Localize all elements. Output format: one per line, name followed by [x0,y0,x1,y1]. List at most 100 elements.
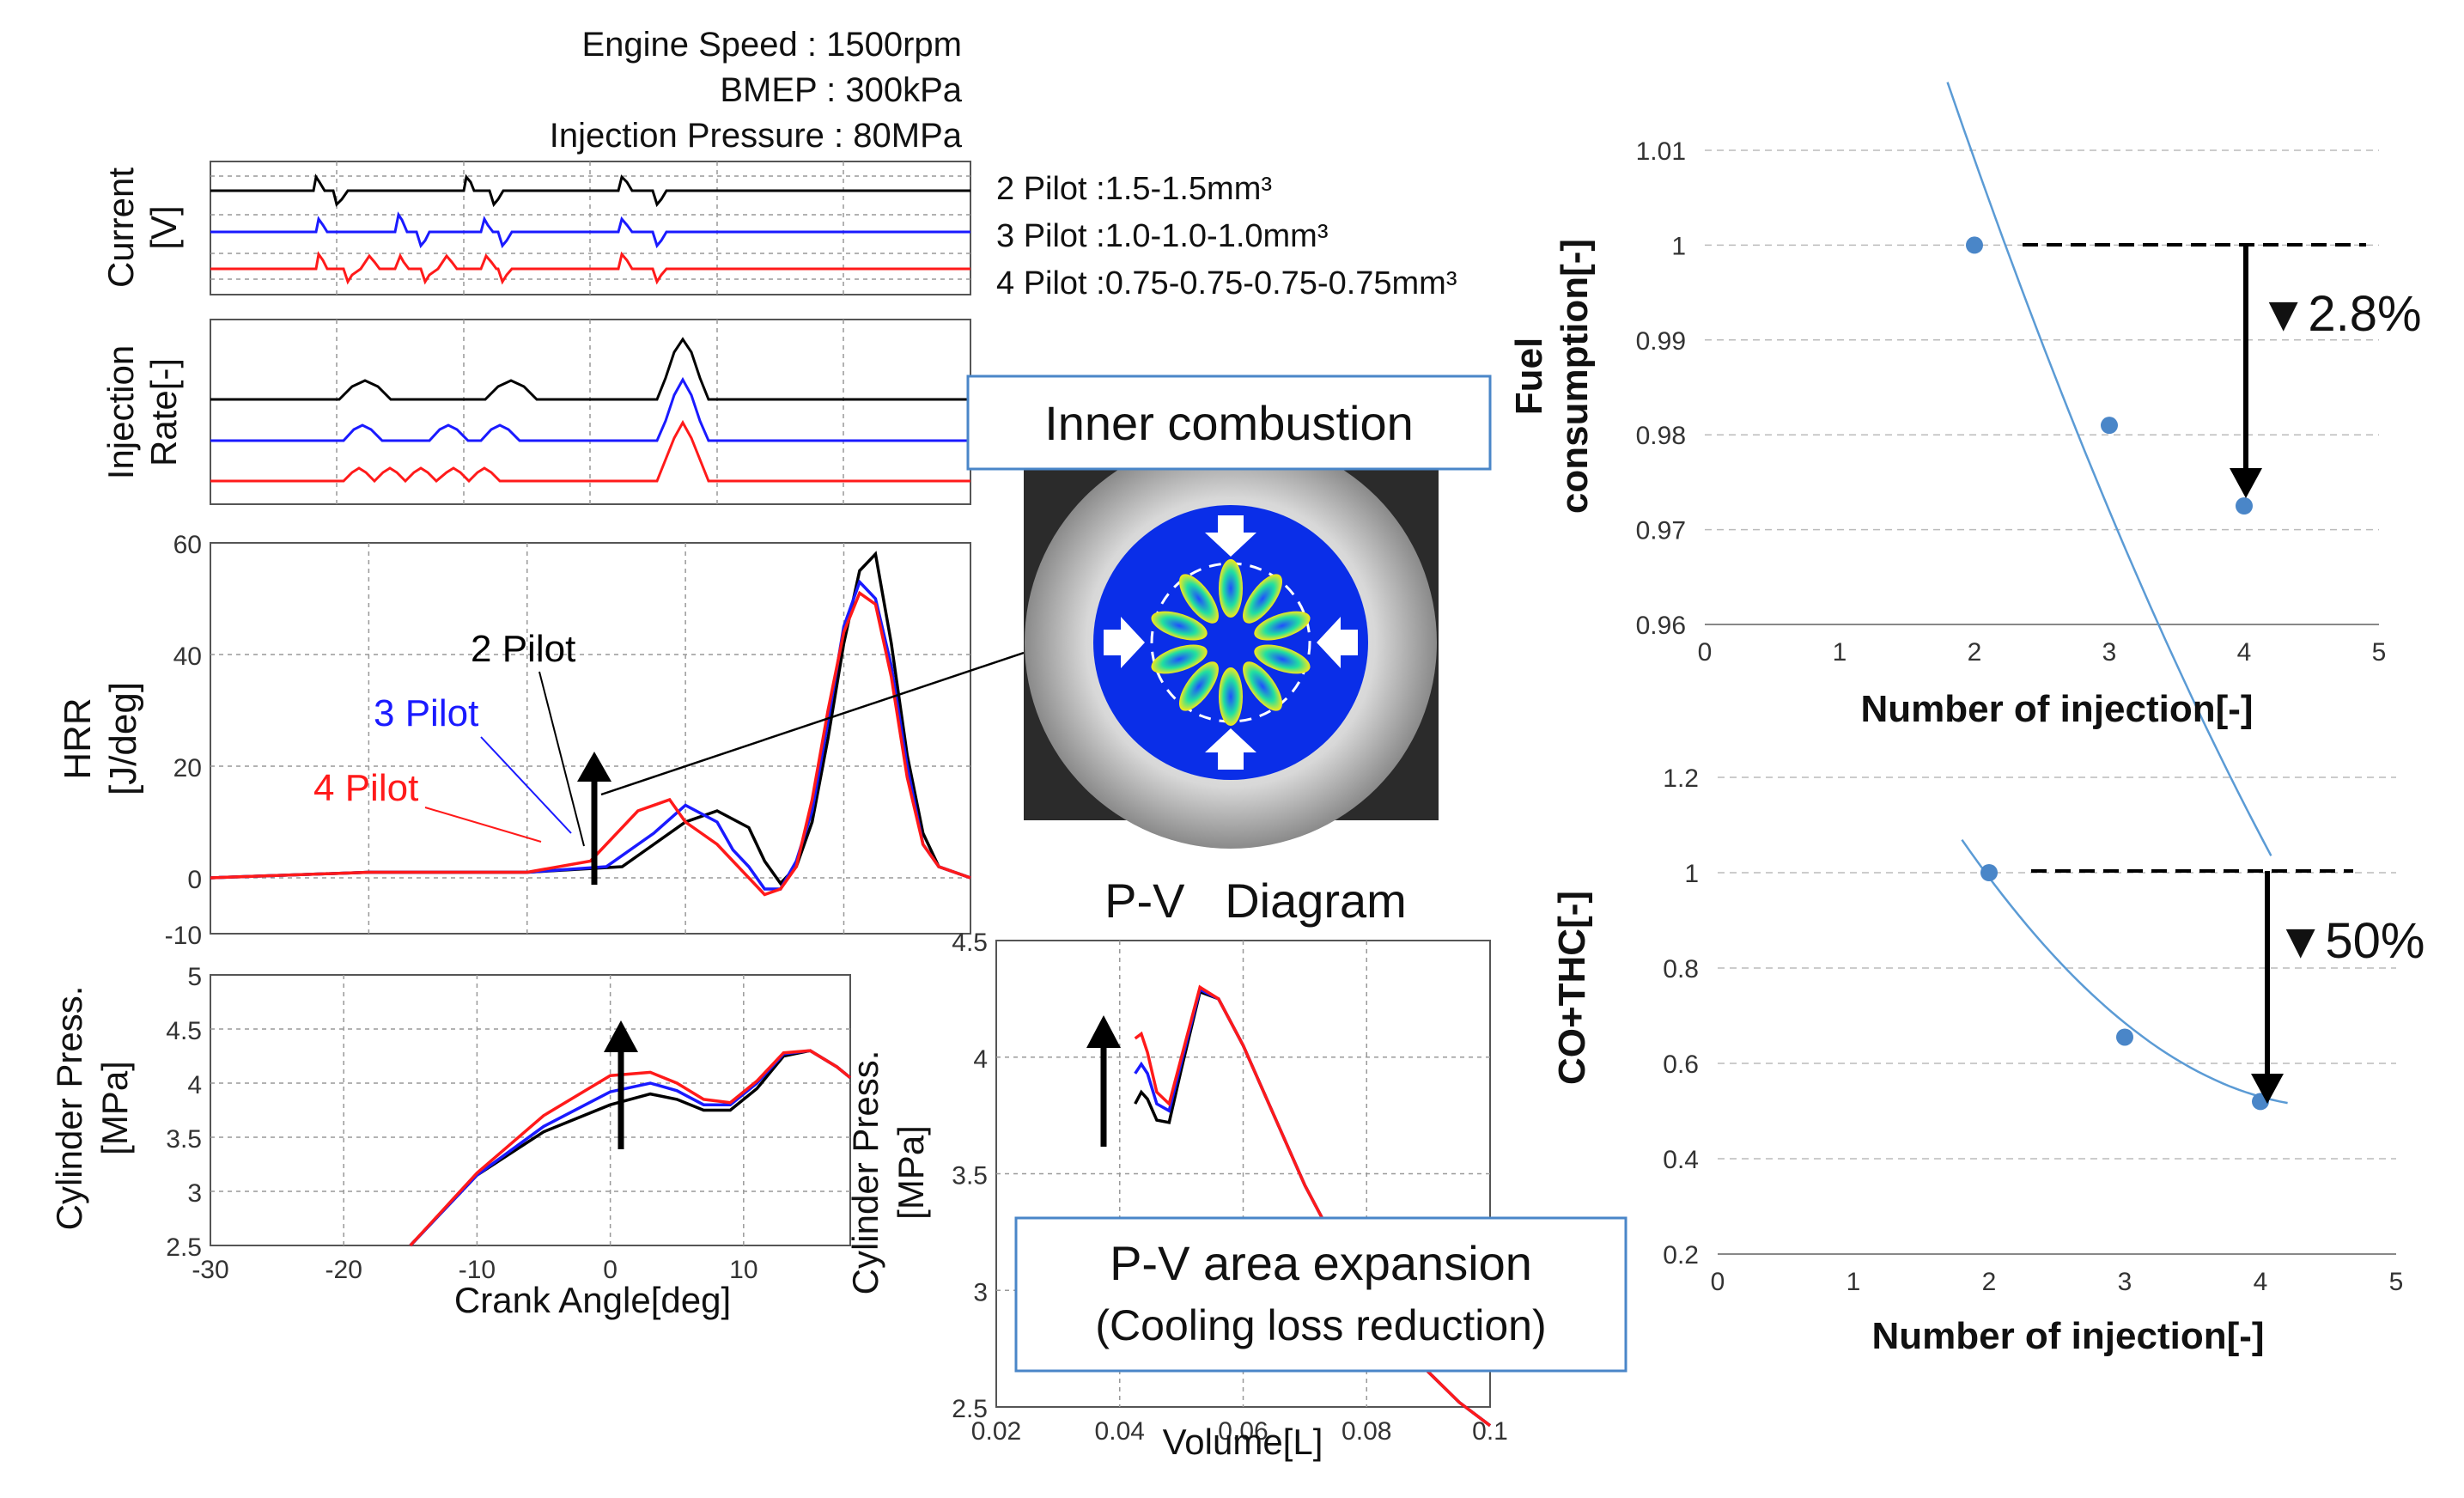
current-ylabel-line2: [V] [143,205,184,249]
data-point-3 [2101,417,2118,435]
x-tick-label-0: 0.02 [971,1417,1021,1446]
series-line-3-pilot [210,579,971,891]
hrr-increase-arrow [577,752,611,885]
y-tick-label-4: 1 [1671,232,1686,260]
current-trace-3-pilot [210,211,970,249]
x-tick-label-1: 0.04 [1095,1417,1145,1446]
y-tick-label-4: 4.5 [166,1017,202,1045]
co-grid [1718,776,2396,1255]
hrr-label-4-pilot: 4 Pilot [313,767,418,809]
pilot-legend-4: 4 Pilot :0.75-0.75-0.75-0.75mm³ [996,265,1457,301]
y-tick-label-3: 0.8 [1663,955,1699,983]
x-tick-label-0: -30 [192,1256,228,1284]
y-tick-label-4: 4.5 [952,929,988,957]
hrr-to-combustion-leader [600,651,1025,796]
x-tick-label-4: 10 [729,1256,757,1284]
hrr-series [210,551,971,897]
co-ylabel: CO+THC[-] [1551,891,1593,1085]
current-trace-4-pilot [210,251,970,285]
inner-combustion-callout [966,374,1492,471]
y-tick-label-0: 0.96 [1636,612,1686,640]
hrr-ylabel-line2: [J/deg] [102,682,144,795]
cyl-increase-arrow [604,1020,638,1149]
hrr-leader-2-pilot [538,671,585,847]
engine-speed-label: Engine Speed : 1500rpm [581,26,962,64]
fuel-x-tick-labels: 0 1 2 3 4 5 [1698,638,2387,667]
rate-ylabel-line2: Rate[-] [143,358,184,466]
co-points [1980,864,2269,1111]
hrr-label-3-pilot: 3 Pilot [374,692,478,734]
fuel-xlabel: Number of injection[-] [1860,688,2253,730]
co-x-tick-labels: 0 1 2 3 4 5 [1711,1268,2404,1296]
hrr-plot-frame [210,542,971,935]
pv-ylabel-line2: [MPa] [891,1125,931,1220]
fuel-trendline [1946,82,2272,856]
y-tick-label-3: 4 [187,1071,202,1099]
co-reduction-label: ▼50% [2276,913,2425,969]
co-y-tick-labels: 0.2 0.4 0.6 0.8 1 1.2 [1663,764,1699,1270]
cyl-xlabel: Crank Angle[deg] [454,1280,731,1320]
fuel-reduction-label: ▼2.8% [2259,286,2422,342]
fuel-ylabel-line1: Fuel [1508,338,1550,415]
y-tick-label-1: 0 [187,866,202,894]
hrr-y-tick-labels: -10 0 20 40 60 [165,531,202,950]
pv-diagram-panel: P-V Diagram 2.5 3 3.5 4 4.5 0.02 0.04 0.06 0.08… [845,874,1627,1462]
x-tick-label-1: 1 [1833,638,1847,667]
x-tick-label-3: 3 [2118,1268,2132,1296]
y-tick-label-0: -10 [165,922,202,950]
series-line-3-pilot [409,1049,852,1247]
pilot-legend-2: 2 Pilot :1.5-1.5mm³ [996,171,1272,207]
data-point-2 [1966,236,1983,254]
x-tick-label-4: 4 [2237,638,2252,667]
y-tick-label-3: 40 [173,642,202,671]
y-tick-label-0: 2.5 [166,1233,202,1262]
x-tick-label-2: 2 [1968,638,1982,667]
fuel-consumption-chart: 0.96 0.97 0.98 0.99 1 1.01 0 1 2 3 4 5 Fuel consum… [1508,82,2422,856]
rate-grid [336,320,844,504]
y-tick-label-1: 3 [973,1278,988,1306]
inner-combustion-illustration: Inner combustion [966,374,1492,849]
current-ylabel-line1: Current [100,167,141,288]
fuel-reduction-arrow [2230,245,2262,498]
operating-conditions: Engine Speed : 1500rpm BMEP : 300kPa Inj… [550,26,963,155]
pv-area-sublabel: (Cooling loss reduction) [1095,1301,1546,1349]
rate-trace-3-pilot [210,376,970,442]
rate-trace-4-pilot [210,419,970,484]
y-tick-label-1: 0.97 [1636,517,1686,545]
x-tick-label-0: 0 [1698,638,1713,667]
y-tick-label-4: 1 [1684,860,1699,888]
data-point-2 [1980,864,1998,881]
data-point-4 [2236,497,2253,515]
x-tick-label-3: 0 [603,1256,618,1284]
pv-area-callout [1014,1216,1627,1373]
pv-area-label: P-V area expansion [1110,1236,1532,1290]
pv-increase-arrow [1086,1015,1121,1147]
current-grid [210,161,970,295]
y-tick-label-2: 0.6 [1663,1050,1699,1079]
pilot-legend-3: 3 Pilot :1.0-1.0-1.0mm³ [996,218,1328,254]
injection-rate-panel: Injection Rate[-] [100,319,971,505]
y-tick-label-0: 2.5 [952,1395,988,1423]
rate-trace-2-pilot [210,337,970,401]
fuel-sprays [1151,559,1311,726]
co-xlabel: Number of injection[-] [1871,1315,2264,1357]
y-tick-label-2: 0.98 [1636,422,1686,450]
y-tick-label-5: 1.01 [1636,137,1686,166]
bmep-label: BMEP : 300kPa [720,71,962,109]
cyl-ylabel-line1: Cylinder Press. [49,986,89,1231]
trend-curve [1946,82,2272,856]
hrr-label-2-pilot: 2 Pilot [471,628,575,670]
pv-title: P-V Diagram [1104,874,1407,928]
hrr-ylabel-line1: HRR [57,697,99,779]
series-line-2-pilot [409,1049,852,1247]
co-trendline [1961,838,2288,1105]
series-line-4-pilot [409,1049,852,1247]
y-tick-label-3: 4 [973,1045,988,1074]
y-tick-label-0: 0.2 [1663,1241,1699,1270]
cyl-x-tick-labels: -30 -20 -10 0 10 [192,1256,757,1284]
co-thc-chart: 0.2 0.4 0.6 0.8 1 1.2 0 1 2 3 4 5 CO+THC[-] Number… [1551,764,2425,1357]
x-tick-label-2: 2 [1982,1268,1997,1296]
x-tick-label-3: 0.08 [1342,1417,1391,1446]
cyl-ylabel-line2: [MPa] [94,1061,135,1155]
